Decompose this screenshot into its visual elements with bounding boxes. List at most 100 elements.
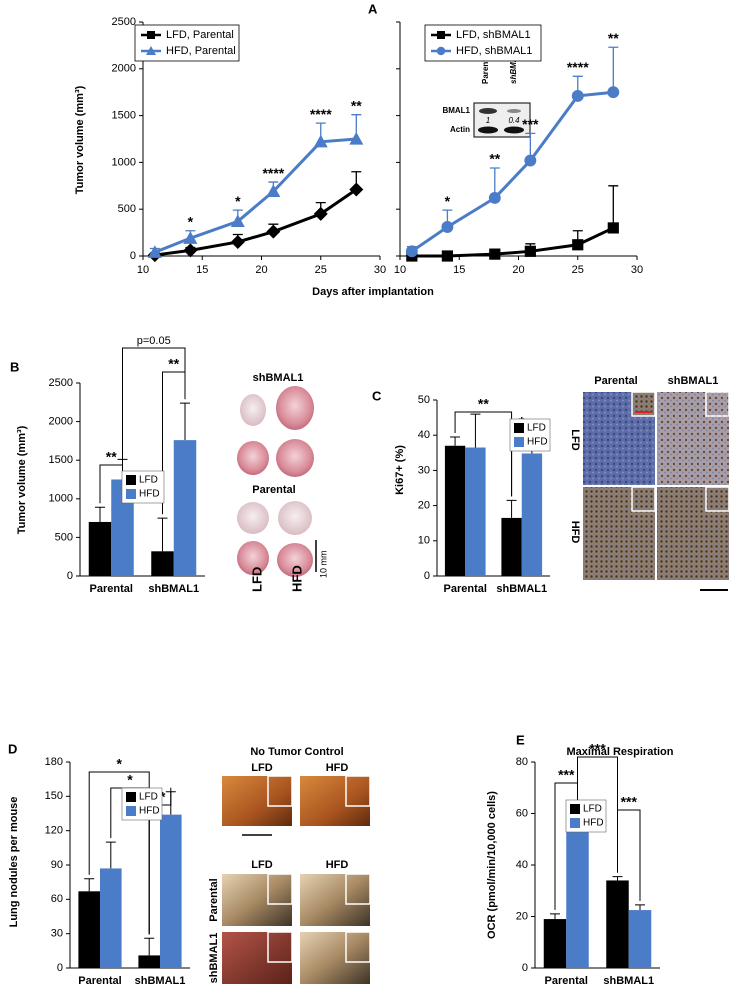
micrograph-inset — [705, 391, 730, 417]
bar — [566, 831, 589, 968]
bar — [78, 891, 100, 968]
y-tick-label: 0 — [57, 962, 63, 974]
legend-label: LFD — [583, 804, 602, 815]
significance-label: *** — [621, 794, 638, 810]
marker — [146, 46, 156, 55]
series-line — [411, 90, 614, 253]
error-bar — [608, 46, 619, 93]
photo-column-label: LFD — [249, 567, 264, 592]
tumor-photo — [278, 501, 312, 535]
significance-label: * — [188, 213, 194, 229]
photo-row-label: shBMAL1 — [208, 933, 220, 984]
tumor-photo — [277, 543, 313, 577]
significance-bracket — [99, 455, 123, 504]
legend-swatch — [570, 804, 580, 814]
marker — [230, 214, 245, 227]
x-tick-label: 30 — [374, 264, 386, 276]
marker — [266, 224, 281, 239]
bar — [160, 814, 182, 968]
bar — [151, 551, 174, 576]
marker — [230, 234, 245, 249]
inset-blot: Parental shBMAL1 BMAL1 Actin 1 0.4 — [442, 47, 531, 138]
micrograph-inset — [631, 391, 656, 417]
marker — [572, 239, 584, 251]
significance-label: *** — [589, 741, 606, 757]
legend-label: LFD — [139, 792, 158, 803]
y-tick-label: 40 — [418, 429, 430, 441]
x-tick-label: Parental — [78, 975, 121, 987]
bar — [628, 910, 652, 968]
bar — [465, 447, 486, 576]
y-tick-label: 0 — [424, 570, 430, 582]
panel-labels: A B C D E — [8, 1, 525, 756]
y-tick-label: 0 — [67, 570, 73, 582]
marker — [571, 89, 584, 102]
y-tick-label: 2500 — [112, 16, 136, 28]
legend-swatch — [570, 818, 580, 828]
y-tick-label: 2000 — [49, 416, 73, 428]
micrograph-inset — [631, 486, 656, 512]
photo-row-label: HFD — [569, 521, 581, 544]
legend-label: LFD — [139, 475, 158, 486]
photo-title: No Tumor Control — [250, 746, 343, 758]
photo-column-label: HFD — [326, 762, 349, 774]
panel-label: E — [516, 732, 525, 747]
bar — [521, 453, 543, 576]
photo-subtitle: Parental — [252, 484, 295, 496]
blot-band — [504, 126, 524, 134]
photo-column-label: shBMAL1 — [668, 375, 719, 387]
marker — [349, 132, 364, 145]
significance-label: ** — [489, 151, 500, 167]
marker — [349, 182, 364, 197]
y-tick-label: 10 — [418, 535, 430, 547]
marker — [441, 250, 453, 262]
marker — [437, 31, 445, 39]
y-tick-label: 60 — [516, 807, 528, 819]
photo-row-label: LFD — [569, 429, 581, 450]
blot-column-label: shBMAL1 — [509, 47, 518, 84]
legend-swatch — [126, 792, 136, 802]
photo-column-label: Parental — [594, 375, 637, 387]
photo-inset — [267, 873, 293, 905]
photo-inset — [345, 931, 371, 963]
bar — [111, 479, 134, 576]
marker — [488, 192, 501, 204]
marker — [489, 248, 501, 260]
marker — [147, 245, 162, 258]
bar — [543, 919, 567, 968]
significance-label: ** — [478, 396, 489, 412]
blot-column-label: Parental — [481, 52, 490, 84]
bar — [138, 955, 160, 968]
y-tick-label: 30 — [51, 928, 63, 940]
legend-label: HFD — [527, 437, 548, 448]
legend-label: HFD, Parental — [166, 45, 236, 57]
y-tick-label: 90 — [51, 859, 63, 871]
legend-label: HFD — [139, 489, 160, 500]
x-tick-label: Parental — [545, 975, 588, 987]
panel-label: C — [372, 388, 382, 403]
blot-band — [478, 126, 498, 134]
x-tick-label: 25 — [315, 264, 327, 276]
significance-label: ** — [168, 356, 179, 372]
photo-inset — [345, 775, 371, 807]
tumor-photo — [240, 394, 266, 426]
y-axis-label: Ki67+ (%) — [394, 445, 406, 495]
error-bar — [470, 413, 481, 448]
significance-label: **** — [567, 59, 589, 75]
error-bar — [95, 506, 105, 522]
x-tick-label: 10 — [394, 264, 406, 276]
bar — [100, 868, 122, 968]
photo-inset — [267, 775, 293, 807]
y-tick-label: 0 — [130, 250, 136, 262]
panel-label: D — [8, 741, 17, 756]
blot-band — [507, 109, 521, 113]
y-tick-label: 120 — [45, 825, 63, 837]
legend-swatch — [514, 423, 524, 433]
y-tick-label: 0 — [522, 962, 528, 974]
y-tick-label: 1000 — [49, 493, 73, 505]
marker — [183, 243, 198, 258]
y-tick-label: 2500 — [49, 377, 73, 389]
lung-photo — [222, 874, 292, 926]
series-line — [411, 226, 614, 258]
